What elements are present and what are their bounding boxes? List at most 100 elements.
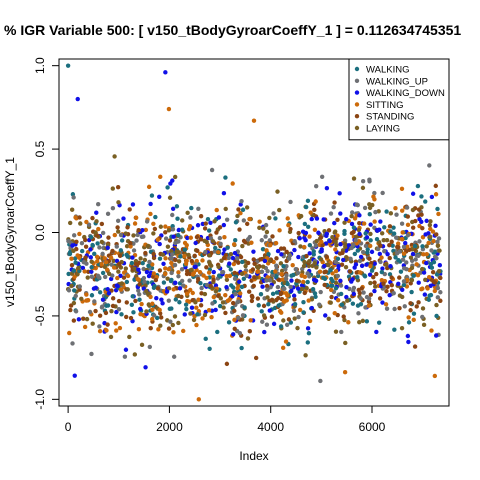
data-point <box>222 255 227 261</box>
data-point <box>148 211 153 217</box>
data-point <box>95 273 101 278</box>
data-point <box>125 287 130 292</box>
data-point <box>338 211 343 216</box>
data-point <box>405 222 411 228</box>
data-point <box>328 300 333 305</box>
data-point <box>264 229 270 235</box>
data-point <box>119 312 124 317</box>
data-point <box>387 224 393 229</box>
data-point <box>193 264 198 270</box>
data-point <box>179 278 185 284</box>
data-point <box>170 322 176 328</box>
data-point <box>148 201 153 207</box>
data-point <box>290 263 295 268</box>
data-point <box>246 289 252 294</box>
data-point <box>369 249 375 255</box>
data-point <box>360 249 366 255</box>
data-point <box>127 207 132 212</box>
data-point <box>312 291 318 296</box>
data-point <box>434 272 440 277</box>
data-point <box>406 315 411 320</box>
data-point <box>194 305 199 310</box>
data-point <box>68 307 73 313</box>
data-point <box>157 268 163 273</box>
data-point <box>115 275 120 281</box>
legend-label: WALKING <box>366 65 409 76</box>
data-point <box>352 251 358 257</box>
data-point <box>355 248 361 253</box>
data-point <box>437 262 443 268</box>
data-point <box>405 333 411 339</box>
data-point <box>251 257 256 262</box>
data-point <box>132 221 138 226</box>
data-point <box>170 178 175 183</box>
data-point <box>350 210 355 215</box>
data-point <box>438 275 443 281</box>
data-point <box>410 207 416 213</box>
data-point <box>430 269 436 275</box>
data-point <box>381 237 386 243</box>
data-point <box>206 308 212 313</box>
data-point <box>94 210 99 215</box>
data-point <box>71 268 76 273</box>
data-point <box>71 300 77 306</box>
data-point <box>307 251 312 256</box>
data-point <box>235 286 240 291</box>
data-point <box>251 118 257 123</box>
data-point <box>379 269 385 275</box>
data-point <box>93 308 98 314</box>
data-point <box>170 227 176 232</box>
data-point <box>405 244 410 249</box>
data-point <box>136 267 141 272</box>
data-point <box>318 235 324 240</box>
data-point <box>306 330 312 336</box>
data-point <box>436 269 442 274</box>
data-point <box>278 324 284 329</box>
data-point <box>259 269 265 274</box>
data-point <box>408 301 413 306</box>
data-point <box>173 297 178 302</box>
data-point <box>158 174 163 180</box>
data-point <box>349 245 354 251</box>
data-point <box>209 314 214 320</box>
data-point <box>288 199 293 205</box>
data-point <box>104 328 109 333</box>
data-point <box>299 273 305 278</box>
data-point <box>367 243 373 249</box>
data-point <box>232 250 238 256</box>
data-point <box>210 239 216 244</box>
data-point <box>432 288 438 294</box>
data-point <box>342 220 347 225</box>
data-point <box>368 222 373 227</box>
data-point <box>204 275 209 281</box>
data-point <box>359 286 364 291</box>
data-point <box>136 327 142 332</box>
data-point <box>367 205 373 211</box>
data-point <box>106 291 112 296</box>
data-point <box>385 265 390 271</box>
data-point <box>203 336 208 342</box>
data-point <box>90 243 95 248</box>
data-point <box>111 258 116 264</box>
data-point <box>365 247 370 252</box>
data-point <box>231 242 237 247</box>
data-point <box>302 221 308 227</box>
data-point <box>364 235 370 240</box>
data-point <box>92 251 97 257</box>
data-point <box>170 252 175 257</box>
data-point <box>294 278 300 283</box>
data-point <box>389 275 394 280</box>
data-point <box>389 283 395 288</box>
data-point <box>100 270 106 276</box>
data-point <box>119 238 125 243</box>
data-point <box>214 207 219 213</box>
data-point <box>92 299 97 304</box>
data-point <box>222 235 227 240</box>
data-point <box>333 269 339 274</box>
data-point <box>70 341 75 346</box>
data-point <box>384 237 390 243</box>
data-point <box>342 241 348 247</box>
data-point <box>360 185 366 191</box>
data-point <box>148 325 153 331</box>
